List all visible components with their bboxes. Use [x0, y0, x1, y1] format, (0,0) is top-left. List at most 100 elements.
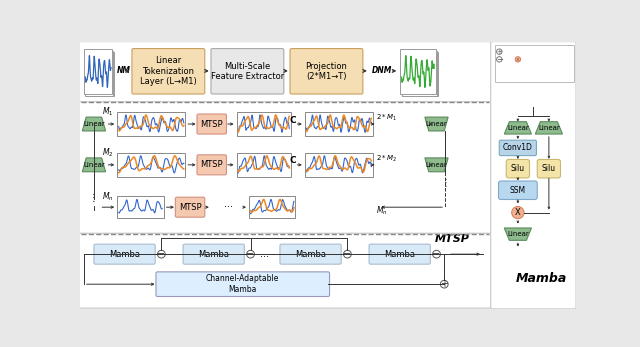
Bar [117, 196, 164, 218]
Text: −: − [157, 249, 165, 259]
Text: ···: ··· [224, 202, 234, 212]
Text: Concatenation: Concatenation [522, 49, 575, 54]
Bar [86, 52, 114, 96]
FancyBboxPatch shape [156, 272, 330, 296]
Text: DNM: DNM [371, 66, 392, 75]
Bar [117, 112, 186, 136]
FancyBboxPatch shape [94, 244, 155, 264]
Text: ...: ... [260, 249, 269, 259]
Bar [305, 112, 373, 136]
FancyBboxPatch shape [506, 160, 529, 178]
Circle shape [511, 206, 524, 219]
Text: C: C [518, 47, 524, 56]
Circle shape [157, 250, 165, 258]
Bar [402, 51, 437, 95]
Text: Linear
Tokenization
Layer (L→M1): Linear Tokenization Layer (L→M1) [140, 56, 196, 86]
Bar [84, 49, 112, 94]
FancyBboxPatch shape [537, 160, 561, 178]
Text: +: + [440, 279, 448, 289]
Text: −: − [343, 249, 351, 259]
Text: Mamba: Mamba [109, 249, 140, 259]
Text: Projection
(2*M1→T): Projection (2*M1→T) [305, 61, 348, 81]
Text: C: C [290, 116, 296, 125]
Text: Denormalization: Denormalization [507, 72, 571, 78]
Text: Silu: Silu [511, 164, 525, 173]
Text: DNM: DNM [496, 70, 516, 79]
FancyBboxPatch shape [491, 42, 576, 309]
Bar [400, 49, 436, 94]
Text: Silu: Silu [542, 164, 556, 173]
FancyBboxPatch shape [79, 102, 491, 234]
Text: Channel-Adaptable
Mamba: Channel-Adaptable Mamba [206, 274, 280, 294]
Text: $M_n$: $M_n$ [376, 205, 388, 217]
Circle shape [497, 57, 502, 62]
Text: NM: NM [116, 66, 131, 75]
Text: −: − [433, 249, 440, 259]
Text: Normalization: Normalization [506, 64, 560, 70]
Text: Linear: Linear [83, 162, 105, 168]
Text: Linear: Linear [507, 125, 529, 131]
FancyBboxPatch shape [499, 140, 536, 155]
Bar [237, 112, 291, 136]
Text: $2*M_2$: $2*M_2$ [376, 154, 397, 164]
Circle shape [515, 57, 520, 62]
Circle shape [344, 250, 351, 258]
Text: C: C [290, 156, 296, 166]
Text: $2*M_1$: $2*M_1$ [376, 113, 397, 123]
Text: $M_1$: $M_1$ [102, 105, 114, 118]
Bar [237, 153, 291, 177]
Text: $M_2$: $M_2$ [102, 146, 114, 159]
Text: Conv1D: Conv1D [503, 143, 533, 152]
FancyBboxPatch shape [132, 49, 205, 94]
Text: −: − [496, 55, 503, 64]
Text: Linear: Linear [83, 121, 105, 127]
Text: Sub: Sub [503, 56, 517, 62]
FancyBboxPatch shape [79, 234, 491, 308]
FancyBboxPatch shape [197, 155, 227, 175]
Polygon shape [83, 117, 106, 131]
Text: x: x [516, 57, 520, 62]
Text: ⋮: ⋮ [440, 178, 450, 188]
Bar [249, 196, 296, 218]
Text: Linear: Linear [507, 231, 529, 237]
Circle shape [246, 250, 254, 258]
Text: Linear: Linear [538, 125, 560, 131]
Text: +: + [497, 49, 502, 54]
FancyBboxPatch shape [79, 42, 491, 102]
Polygon shape [504, 228, 531, 240]
Text: MTSP: MTSP [200, 160, 223, 169]
Text: Mamba: Mamba [515, 272, 567, 285]
Polygon shape [535, 122, 563, 134]
Circle shape [433, 250, 440, 258]
Text: Mamba: Mamba [384, 249, 415, 259]
FancyBboxPatch shape [369, 244, 430, 264]
Circle shape [440, 280, 448, 288]
Bar [403, 52, 438, 96]
FancyBboxPatch shape [499, 181, 537, 200]
Text: NM: NM [496, 62, 510, 71]
Bar [85, 51, 113, 95]
Text: Add: Add [503, 49, 517, 54]
Text: SSM: SSM [510, 186, 526, 195]
Circle shape [497, 49, 502, 54]
Bar [117, 153, 186, 177]
FancyBboxPatch shape [280, 244, 341, 264]
Text: Multi-Scale
Feature Extractor: Multi-Scale Feature Extractor [211, 61, 284, 81]
Text: −: − [246, 249, 255, 259]
Text: Mamba: Mamba [198, 249, 229, 259]
Bar [305, 153, 373, 177]
FancyBboxPatch shape [197, 114, 227, 134]
FancyBboxPatch shape [211, 49, 284, 94]
FancyBboxPatch shape [175, 197, 205, 217]
Bar [495, 45, 575, 83]
Text: MTSP: MTSP [435, 234, 469, 244]
Polygon shape [425, 158, 448, 172]
Text: Linear: Linear [426, 162, 447, 168]
Text: Mamba: Mamba [295, 249, 326, 259]
FancyBboxPatch shape [290, 49, 363, 94]
Text: ⋮: ⋮ [89, 193, 99, 203]
Text: MTSP: MTSP [200, 119, 223, 128]
FancyBboxPatch shape [183, 244, 244, 264]
Text: $M_n$: $M_n$ [102, 190, 114, 203]
Text: X: X [515, 208, 521, 217]
